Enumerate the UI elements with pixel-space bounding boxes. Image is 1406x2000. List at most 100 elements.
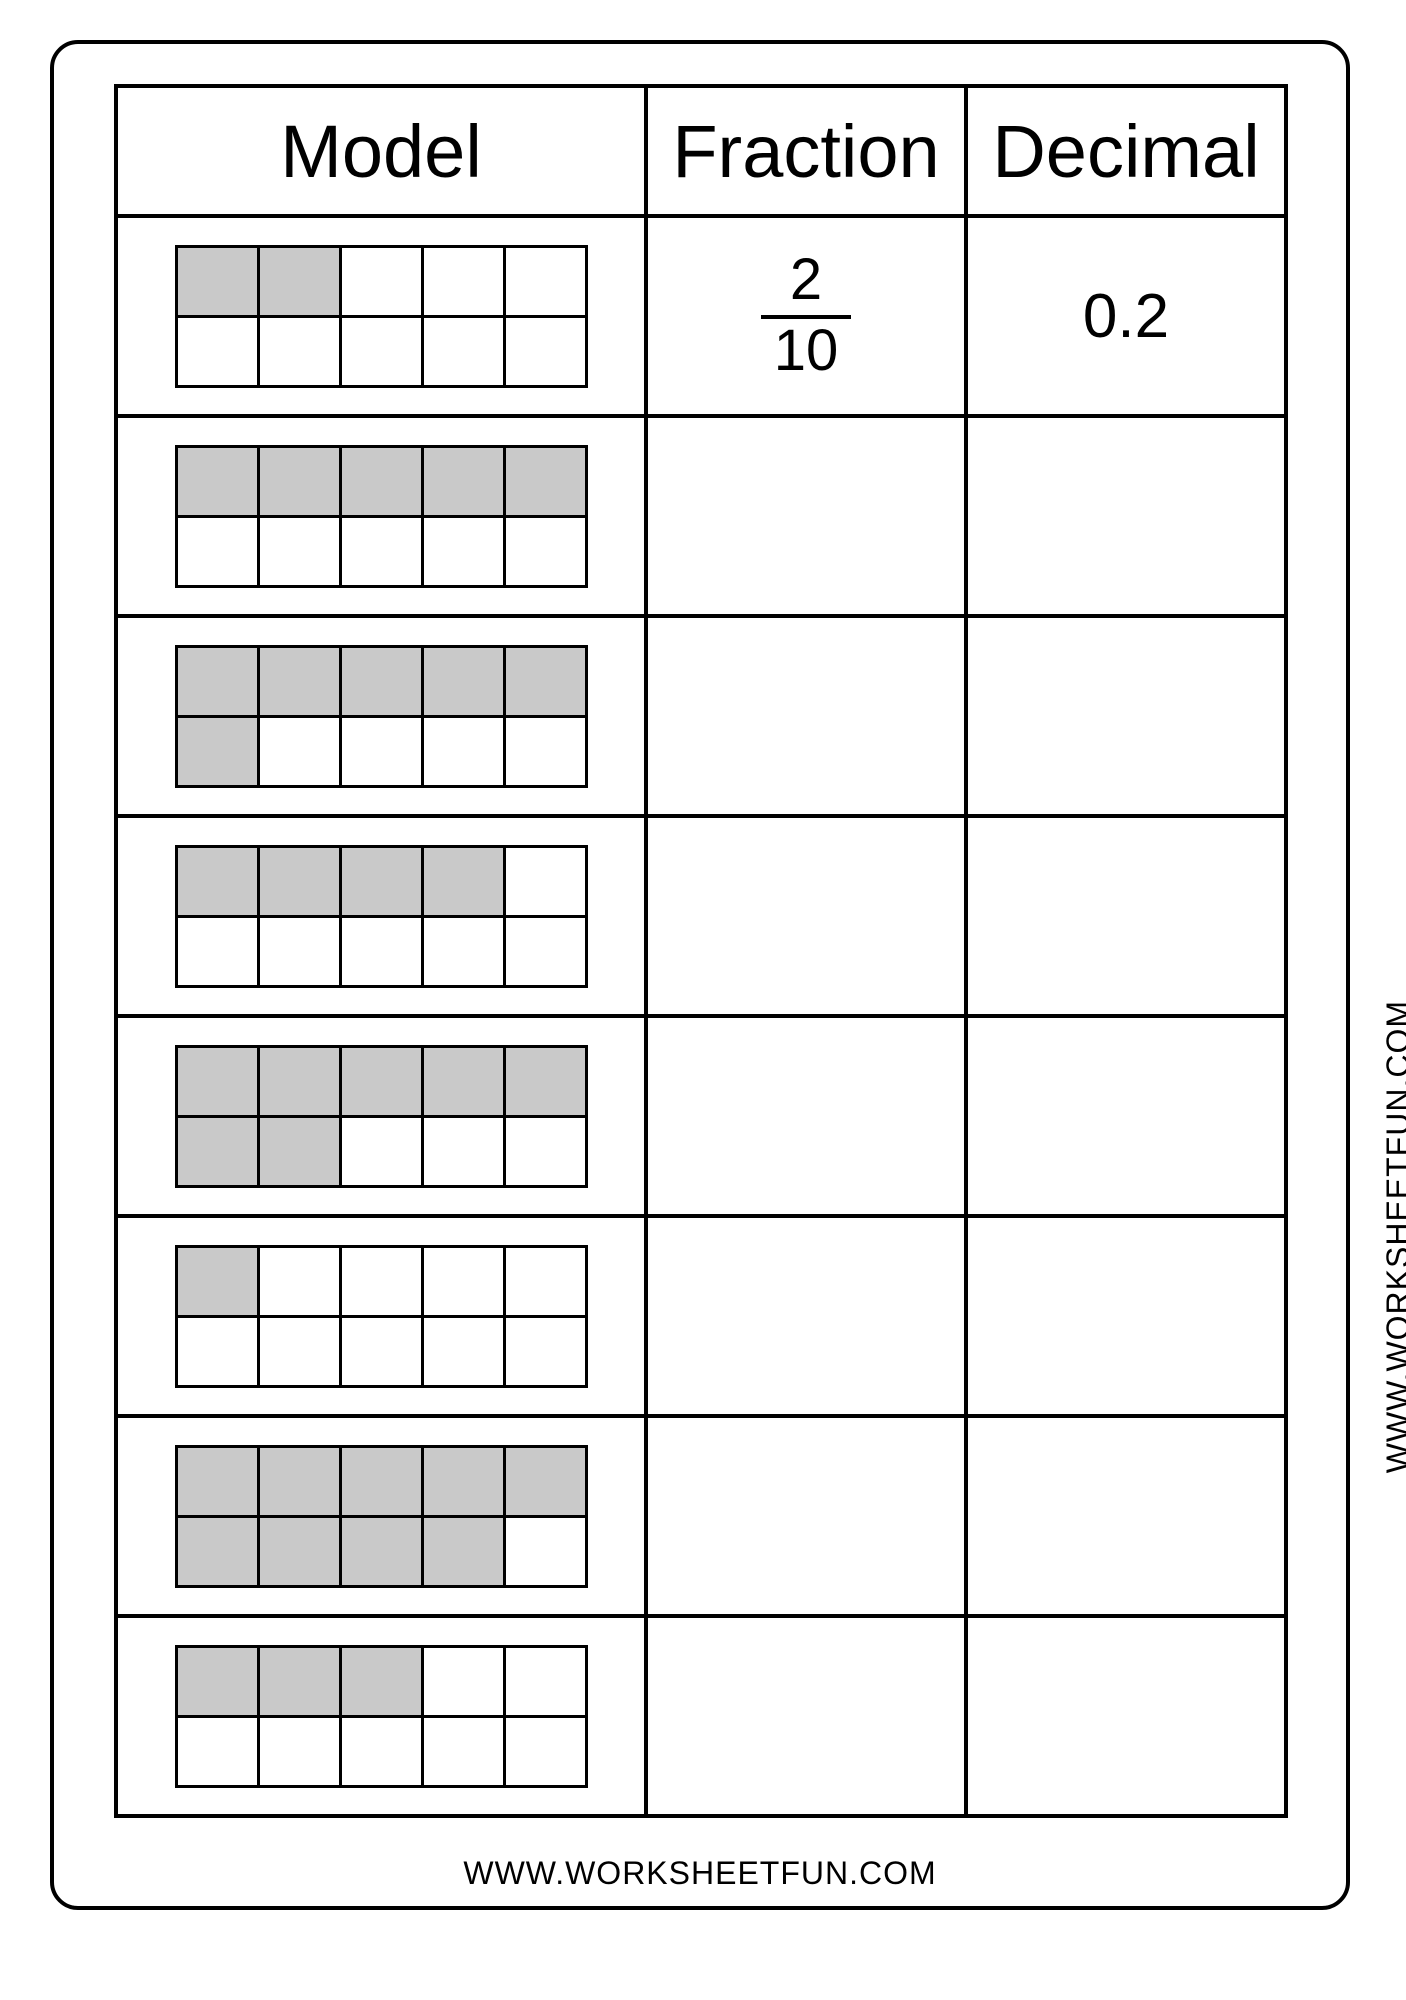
- grid-cell-shaded: [258, 1516, 340, 1586]
- table-row: [116, 1216, 1286, 1416]
- grid-cell-unshaded: [176, 1316, 258, 1386]
- grid-cell-unshaded: [258, 1246, 340, 1316]
- decimal-cell: [966, 1416, 1286, 1616]
- grid-cell-shaded: [340, 446, 422, 516]
- decimal-cell: [966, 1216, 1286, 1416]
- grid-cell-shaded: [340, 646, 422, 716]
- grid-cell-shaded: [422, 446, 504, 516]
- grid-cell-unshaded: [340, 1316, 422, 1386]
- grid-cell-shaded: [176, 1246, 258, 1316]
- model-cell: [116, 1416, 646, 1616]
- grid-cell-unshaded: [340, 1116, 422, 1186]
- grid-cell-shaded: [176, 1516, 258, 1586]
- grid-cell-unshaded: [340, 316, 422, 386]
- ten-frame-grid: [175, 1645, 588, 1788]
- model-cell: [116, 216, 646, 416]
- fraction-cell: [646, 816, 966, 1016]
- grid-cell-shaded: [258, 1116, 340, 1186]
- fraction-cell: [646, 616, 966, 816]
- grid-cell-unshaded: [176, 516, 258, 586]
- grid-cell-unshaded: [340, 1246, 422, 1316]
- grid-cell-unshaded: [504, 1516, 586, 1586]
- grid-cell-unshaded: [504, 1316, 586, 1386]
- ten-frame-grid: [175, 845, 588, 988]
- grid-cell-unshaded: [422, 1246, 504, 1316]
- grid-cell-shaded: [504, 446, 586, 516]
- grid-cell-unshaded: [340, 516, 422, 586]
- grid-cell-shaded: [176, 846, 258, 916]
- page-frame: Model Fraction Decimal 2100.2 WWW.WORKSH…: [50, 40, 1350, 1910]
- table-row: [116, 816, 1286, 1016]
- header-decimal: Decimal: [966, 86, 1286, 216]
- grid-cell-unshaded: [504, 916, 586, 986]
- fraction-cell: 210: [646, 216, 966, 416]
- ten-frame-grid: [175, 245, 588, 388]
- grid-cell-shaded: [176, 1046, 258, 1116]
- grid-cell-unshaded: [340, 916, 422, 986]
- model-cell: [116, 416, 646, 616]
- fraction: 210: [761, 250, 851, 382]
- ten-frame-grid: [175, 1445, 588, 1588]
- fraction-cell: [646, 1216, 966, 1416]
- table-row: [116, 416, 1286, 616]
- grid-cell-unshaded: [340, 246, 422, 316]
- ten-frame-grid: [175, 445, 588, 588]
- grid-cell-unshaded: [176, 316, 258, 386]
- fraction-cell: [646, 1416, 966, 1616]
- grid-cell-unshaded: [504, 846, 586, 916]
- grid-cell-unshaded: [258, 516, 340, 586]
- grid-cell-shaded: [340, 846, 422, 916]
- decimal-value: 0.2: [1083, 282, 1169, 351]
- grid-cell-unshaded: [258, 916, 340, 986]
- grid-cell-shaded: [176, 446, 258, 516]
- grid-cell-unshaded: [340, 1716, 422, 1786]
- grid-cell-shaded: [176, 1446, 258, 1516]
- fraction-cell: [646, 1016, 966, 1216]
- table-row: [116, 1416, 1286, 1616]
- grid-cell-shaded: [258, 646, 340, 716]
- grid-cell-shaded: [258, 246, 340, 316]
- grid-cell-shaded: [422, 1046, 504, 1116]
- grid-cell-unshaded: [258, 316, 340, 386]
- header-fraction: Fraction: [646, 86, 966, 216]
- fraction-denominator: 10: [761, 321, 851, 382]
- model-cell: [116, 1616, 646, 1816]
- grid-cell-shaded: [258, 446, 340, 516]
- header-row: Model Fraction Decimal: [116, 86, 1286, 216]
- grid-cell-unshaded: [176, 916, 258, 986]
- ten-frame-grid: [175, 645, 588, 788]
- grid-cell-unshaded: [504, 246, 586, 316]
- grid-cell-shaded: [258, 1646, 340, 1716]
- decimal-cell: [966, 1016, 1286, 1216]
- grid-cell-unshaded: [504, 1116, 586, 1186]
- grid-cell-shaded: [176, 1646, 258, 1716]
- model-cell: [116, 816, 646, 1016]
- grid-cell-unshaded: [504, 716, 586, 786]
- model-cell: [116, 616, 646, 816]
- table-row: [116, 1616, 1286, 1816]
- grid-cell-unshaded: [422, 716, 504, 786]
- grid-cell-unshaded: [422, 1316, 504, 1386]
- grid-cell-unshaded: [176, 1716, 258, 1786]
- decimal-cell: [966, 1616, 1286, 1816]
- model-cell: [116, 1216, 646, 1416]
- side-url: WWW.WORKSHEETFUN.COM: [1380, 1000, 1406, 1473]
- grid-cell-unshaded: [422, 1116, 504, 1186]
- table-row: 2100.2: [116, 216, 1286, 416]
- fraction-cell: [646, 1616, 966, 1816]
- grid-cell-unshaded: [504, 316, 586, 386]
- grid-cell-shaded: [176, 646, 258, 716]
- grid-cell-shaded: [504, 1046, 586, 1116]
- grid-cell-unshaded: [504, 516, 586, 586]
- footer-url: WWW.WORKSHEETFUN.COM: [54, 1855, 1346, 1892]
- fraction-numerator: 2: [761, 250, 851, 311]
- grid-cell-unshaded: [258, 716, 340, 786]
- grid-cell-unshaded: [504, 1716, 586, 1786]
- grid-cell-unshaded: [504, 1246, 586, 1316]
- grid-cell-shaded: [340, 1446, 422, 1516]
- grid-cell-shaded: [422, 646, 504, 716]
- grid-cell-shaded: [340, 1046, 422, 1116]
- table-row: [116, 616, 1286, 816]
- grid-cell-unshaded: [258, 1316, 340, 1386]
- grid-cell-shaded: [422, 1516, 504, 1586]
